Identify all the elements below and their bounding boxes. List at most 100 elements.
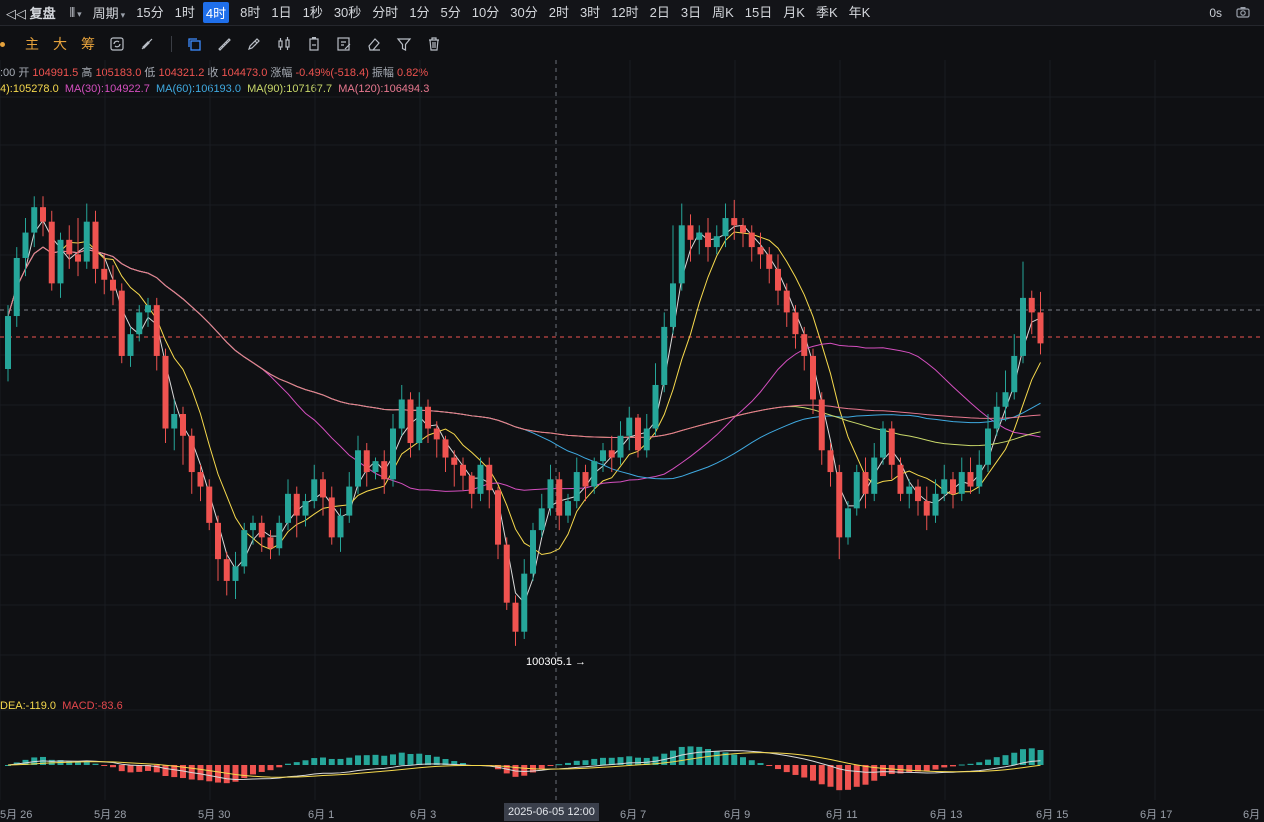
trash-icon[interactable] [426,36,442,52]
interval-6[interactable]: 30秒 [333,5,362,20]
interval-10[interactable]: 10分 [471,5,500,20]
macd-bar [320,757,326,765]
macd-bar [923,765,930,772]
macd-bar [748,760,755,765]
dea-line [7,752,1041,778]
candle-body [320,479,326,498]
macd-bar [678,746,685,765]
period-dropdown[interactable]: 周期 ▾ [92,6,126,21]
candle-body [101,268,108,280]
camera-icon[interactable] [1236,6,1250,21]
candle-body [477,464,484,494]
interval-8[interactable]: 1分 [409,5,430,20]
candle-body [40,207,46,222]
candle-body [635,417,641,451]
interval-4[interactable]: 1日 [271,5,292,20]
candle-body [810,355,816,400]
macd-bar [5,765,11,766]
hide-drawings-icon[interactable] [139,36,155,52]
candle-body [285,493,291,523]
kline-chart[interactable] [0,60,1264,803]
filter-icon[interactable] [396,36,412,52]
note-icon[interactable] [336,36,352,52]
candle-body [888,428,895,465]
macd-bar [285,763,291,765]
date-tick-label: 5月 28 [94,809,127,821]
candle-body [180,414,186,436]
interval-1[interactable]: 1时 [174,5,195,20]
candle-body [652,384,659,429]
candle-body [740,225,746,233]
interval-19[interactable]: 月K [783,5,805,20]
chart-type-icon[interactable]: ⫴ ▾ [69,4,82,20]
macd-bar [162,765,169,776]
interval-11[interactable]: 30分 [510,5,538,20]
refresh-icon[interactable] [109,36,125,52]
candle-body [337,515,344,538]
macd-bar [827,765,834,787]
macd-bar [206,765,213,782]
change-value: -0.49%(-518.4) [295,67,369,79]
interval-12[interactable]: 2时 [548,5,569,20]
macd-bar [337,758,344,765]
macd-bar [1011,752,1018,765]
tab-chips[interactable]: 筹 [81,36,95,52]
candle-body [328,497,335,538]
tab-large[interactable]: 大 [53,36,67,52]
interval-0[interactable]: 15分 [136,5,164,20]
drawing-toolbar: 主 大 筹 [0,28,1264,60]
interval-15[interactable]: 2日 [649,5,670,20]
date-tick-label: 5月 30 [198,809,231,821]
candle-body [57,239,64,284]
candle-body [766,254,773,269]
dea-value: DEA:-119.0 [0,700,57,712]
macd-bar [75,762,81,765]
arrow-right-icon: → [574,656,586,668]
pen-icon[interactable] [246,36,262,52]
candle-body [407,399,414,444]
interval-20[interactable]: 季K [815,5,838,20]
macd-bar [293,762,300,765]
macd-bar [766,765,773,766]
candle-body [311,479,318,502]
candle-body [258,522,265,538]
interval-9[interactable]: 5分 [440,5,461,20]
candle-body [976,464,983,487]
candle-body [985,428,991,465]
macd-bar [1037,749,1044,765]
interval-17[interactable]: 周K [712,5,734,20]
copy-icon[interactable] [186,36,202,52]
interval-14[interactable]: 12时 [611,5,639,20]
interval-21[interactable]: 年K [848,5,871,20]
eraser-icon[interactable] [366,36,382,52]
crosshair-time-label: 2025-06-05 12:00 [504,803,599,821]
candle-body [75,254,81,262]
date-tick-label: 6月 3 [410,809,437,821]
divider [171,36,172,52]
interval-13[interactable]: 3时 [579,5,601,20]
latency-label: 0s [1209,6,1222,20]
interval-18[interactable]: 15日 [744,5,773,20]
interval-2[interactable]: 4时 [202,2,230,23]
ruler-icon[interactable] [216,36,232,52]
interval-7[interactable]: 分时 [372,5,399,20]
replay-button[interactable]: ◁◁ 复盘 [6,6,56,21]
interval-3[interactable]: 8时 [240,5,261,20]
date-tick-label: 6月 13 [930,809,963,821]
battery-icon[interactable] [306,36,322,52]
macd-bar [407,753,414,765]
macd-bar [136,765,143,772]
low-price-marker: 100305.1 → [526,656,586,668]
tab-main[interactable]: 主 [25,36,39,52]
candle-body [643,428,650,451]
date-tick-label: 6月 9 [724,809,751,821]
period-toolbar: ◁◁ 复盘 ⫴ ▾ 周期 ▾ 15分 1时 4时 8时 1日 1秒 30秒 分时 1分 5分 10分 30… [0,0,1264,26]
candles-icon[interactable] [276,36,292,52]
interval-16[interactable]: 3日 [680,5,702,20]
macd-bar [915,765,921,772]
macd-bar [792,765,799,775]
macd-bar [451,761,458,765]
candle-body [862,472,869,494]
candle-body [818,399,825,451]
interval-5[interactable]: 1秒 [302,5,323,20]
